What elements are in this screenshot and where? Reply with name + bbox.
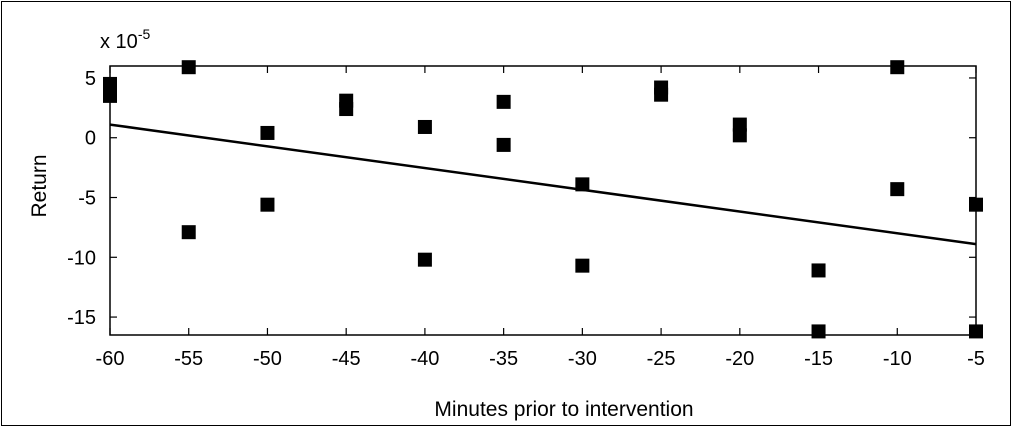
data-point — [103, 88, 117, 103]
data-point — [103, 76, 117, 91]
data-point — [575, 177, 590, 192]
data-point — [181, 60, 196, 75]
y-axis-multiplier: x 10-5 — [100, 26, 150, 53]
data-point — [732, 128, 747, 143]
data-point — [417, 119, 432, 134]
x-tick-label: -30 — [568, 348, 597, 370]
data-point — [654, 87, 669, 102]
data-point — [890, 182, 905, 197]
x-tick-label: -60 — [96, 348, 125, 370]
data-point — [811, 324, 826, 339]
x-axis: -60 -55 -50 -45 -40 -35 -30 -25 -20 -15 -10 -5 — [96, 66, 985, 370]
y-axis: 5 0 -5 -10 -15 — [67, 68, 976, 329]
data-point — [496, 137, 511, 152]
plot-area — [109, 65, 977, 336]
x-tick-label: -40 — [410, 348, 439, 370]
trend-line — [109, 123, 977, 246]
data-point — [732, 117, 747, 132]
y-tick-label: -10 — [67, 247, 96, 269]
x-tick-label: -50 — [253, 348, 282, 370]
x-tick-label: -45 — [332, 348, 361, 370]
data-point — [575, 258, 590, 273]
y-tick-label: 5 — [85, 68, 96, 90]
data-point — [260, 125, 275, 140]
x-tick-label: -5 — [967, 348, 985, 370]
x-tick-label: -10 — [883, 348, 912, 370]
data-point — [339, 102, 354, 117]
data-point — [811, 263, 826, 278]
data-point — [890, 60, 905, 75]
data-point — [417, 252, 432, 267]
data-point — [496, 94, 511, 109]
x-tick-label: -55 — [174, 348, 203, 370]
x-tick-label: -35 — [489, 348, 518, 370]
y-tick-label: 0 — [85, 128, 96, 150]
y-tick-label: -5 — [78, 188, 96, 210]
data-point — [181, 225, 196, 240]
x-axis-label: Minutes prior to intervention — [434, 398, 693, 421]
y-tick-label: -15 — [67, 307, 96, 329]
x-tick-label: -25 — [647, 348, 676, 370]
y-axis-label: Return — [28, 154, 51, 217]
y-multiplier-exponent: -5 — [138, 26, 151, 42]
data-point — [969, 197, 983, 212]
x-tick-label: -20 — [725, 348, 754, 370]
x-tick-label: -15 — [804, 348, 833, 370]
y-multiplier-base: x 10 — [100, 31, 138, 53]
data-points — [103, 60, 983, 339]
data-point — [969, 324, 983, 339]
data-point — [260, 197, 275, 212]
